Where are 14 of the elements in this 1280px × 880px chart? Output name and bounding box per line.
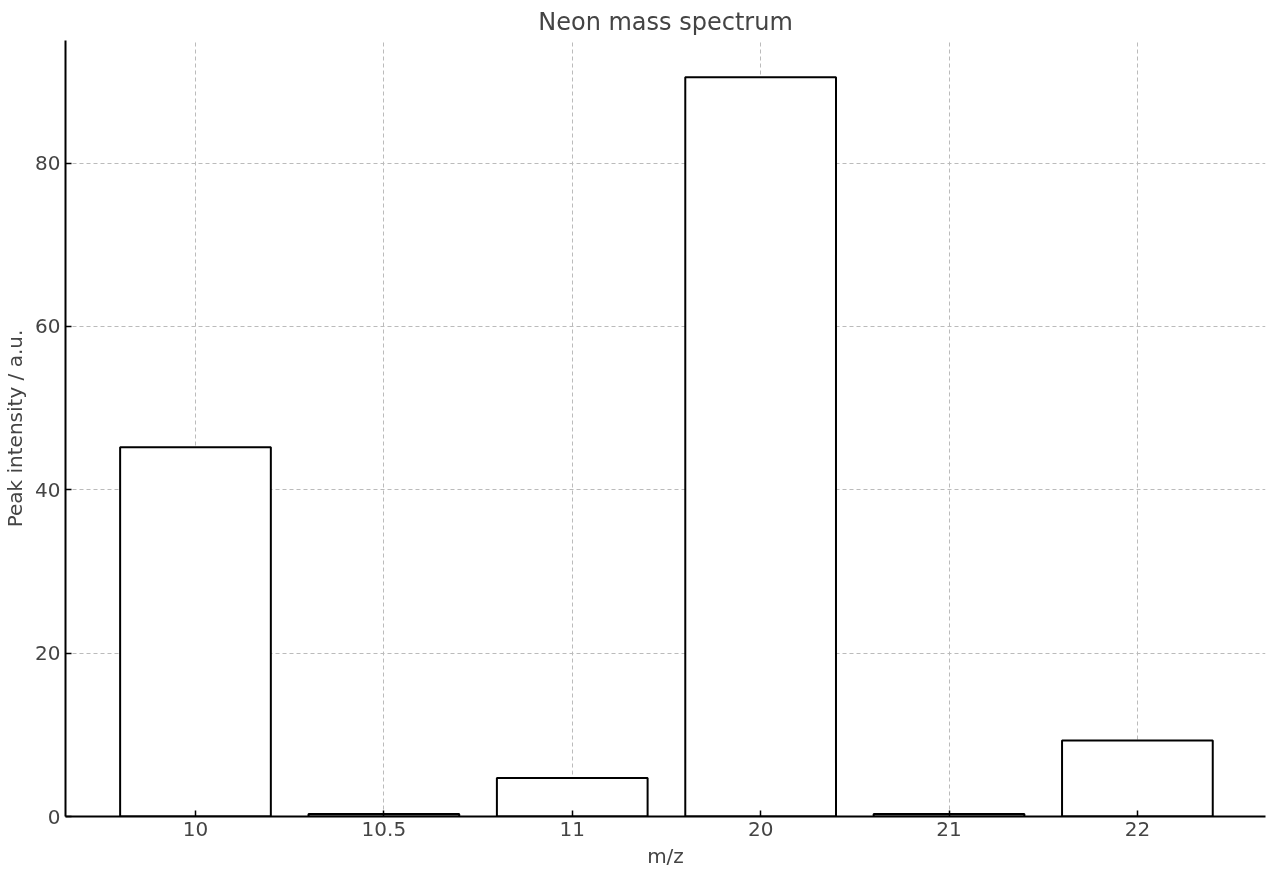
x-tick-label: 10 (182, 816, 209, 841)
x-axis-title: m/z (647, 843, 684, 868)
x-tick-label: 21 (936, 816, 962, 841)
y-tick-label: 20 (35, 641, 61, 666)
y-tick-label: 40 (35, 477, 61, 502)
y-tick-label: 80 (35, 151, 61, 176)
x-tick-label: 11 (559, 816, 585, 841)
x-tick-label: 22 (1124, 816, 1151, 841)
y-axis-title: Peak intensity / a.u. (3, 329, 28, 528)
chart-title: Neon mass spectrum (538, 7, 793, 36)
x-tick-label: 20 (747, 816, 774, 841)
y-tick-label: 60 (35, 314, 61, 339)
x-tick-label: 10.5 (361, 816, 407, 841)
y-tick-label: 0 (47, 804, 61, 829)
